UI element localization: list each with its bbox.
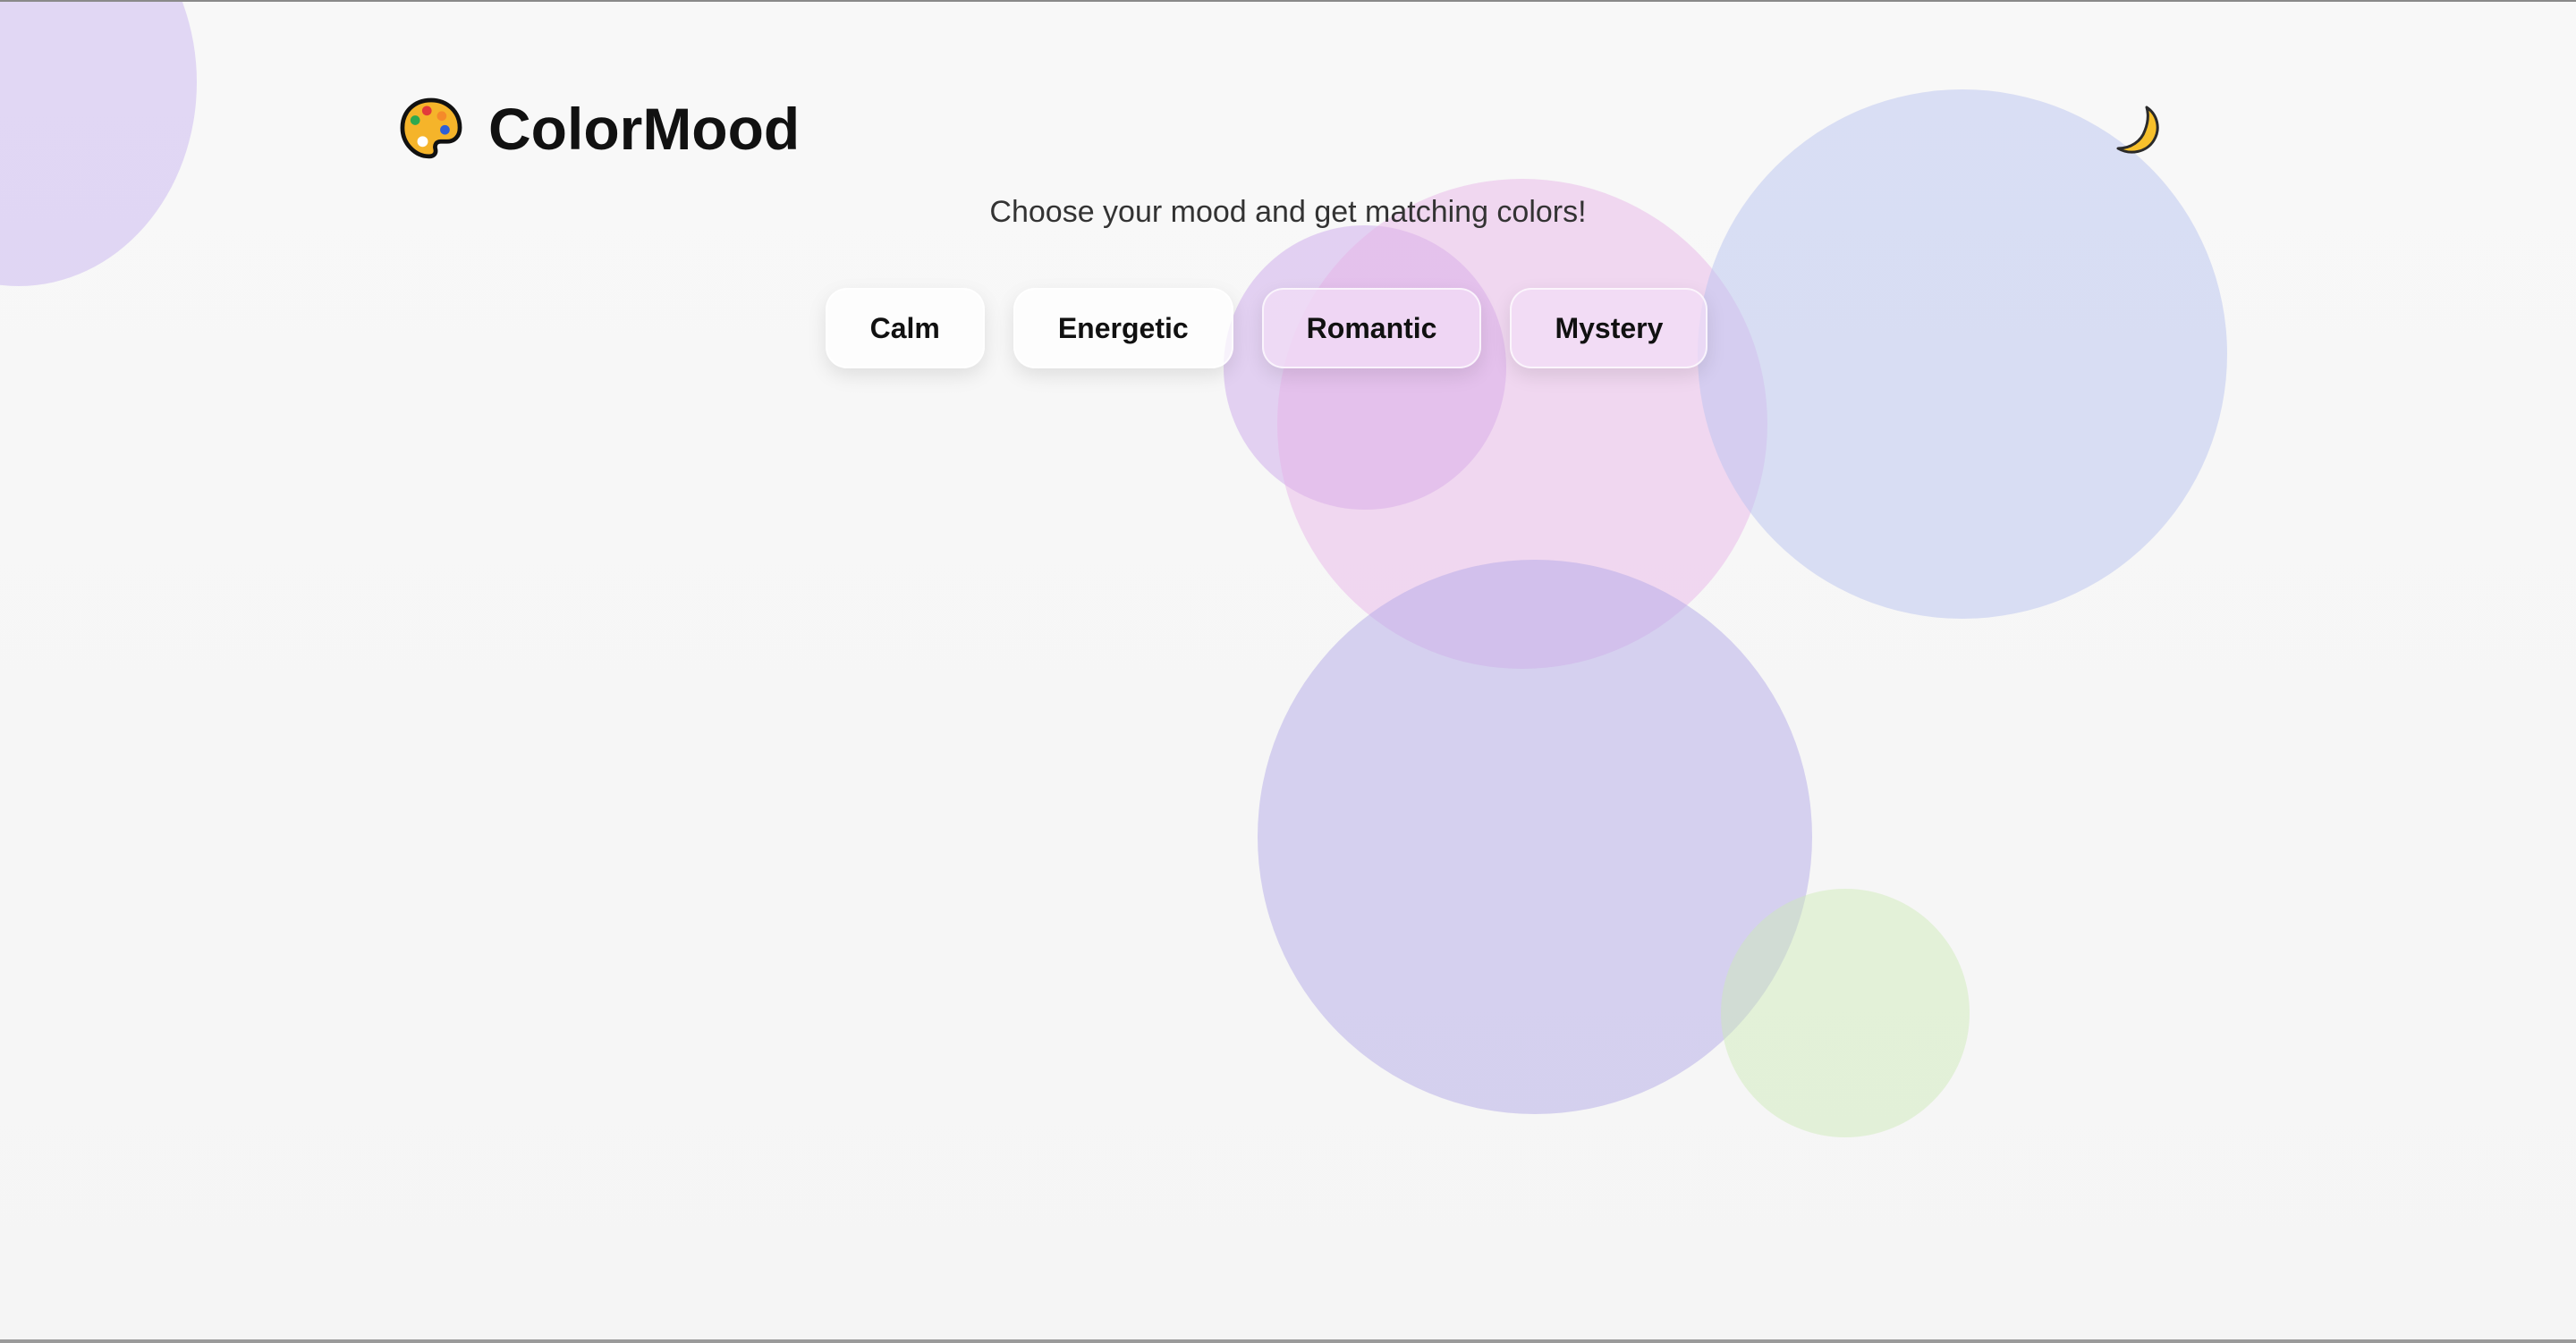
palette-icon [397, 95, 465, 163]
decorative-bubble-periwinkle [1698, 89, 2227, 619]
decorative-bubble-green [1721, 889, 1970, 1137]
mood-button-mystery[interactable]: Mystery [1510, 288, 1708, 368]
app-title: ColorMood [488, 96, 801, 162]
mood-button-romantic[interactable]: Romantic [1261, 288, 1482, 368]
mood-button-calm[interactable]: Calm [825, 288, 985, 368]
app-logo: ColorMood [397, 95, 800, 163]
subtitle: Choose your mood and get matching colors… [989, 195, 1587, 229]
theme-toggle-button[interactable] [2111, 102, 2168, 159]
decorative-bubble-lavender [0, 2, 197, 286]
moon-icon [2111, 102, 2168, 159]
decorative-bubble-violet [1258, 560, 1812, 1114]
window-bottom-edge [0, 1339, 2576, 1343]
mood-selector: Calm Energetic Romantic Mystery [0, 288, 2555, 368]
mood-button-energetic[interactable]: Energetic [1013, 288, 1233, 368]
